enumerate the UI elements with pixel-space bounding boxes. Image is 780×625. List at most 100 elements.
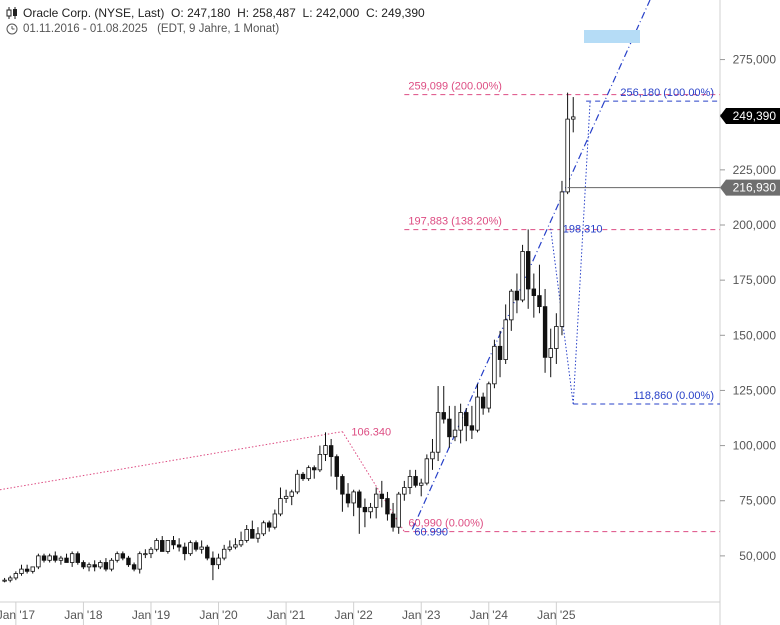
- candle: [98, 560, 103, 570]
- candle: [58, 555, 64, 565]
- last-price-tag-shape: [720, 108, 780, 125]
- candle: [565, 92, 570, 195]
- candle: [64, 553, 69, 563]
- candle: [120, 551, 126, 561]
- candle: [503, 304, 508, 364]
- candle: [188, 540, 193, 556]
- candle: [373, 487, 379, 519]
- candle: [447, 405, 452, 448]
- candle-body: [126, 557, 131, 566]
- candle-body: [199, 546, 204, 550]
- candle: [469, 405, 475, 439]
- candle-body: [475, 396, 480, 431]
- candle-body: [160, 540, 165, 552]
- x-tick-label: Jan '19: [132, 608, 171, 622]
- marker-price-tag-label: 216,930: [733, 181, 777, 195]
- candle-body: [244, 529, 249, 541]
- candle: [109, 558, 114, 572]
- candle-body: [154, 540, 159, 550]
- candle-body: [250, 529, 255, 539]
- candle: [497, 330, 503, 378]
- candle: [103, 558, 109, 572]
- candle-body: [81, 562, 86, 568]
- y-tick-label: 275,000: [733, 53, 777, 67]
- candle: [458, 403, 463, 444]
- candle-body: [520, 251, 525, 301]
- candle-body: [396, 493, 401, 528]
- candle-body: [497, 345, 503, 360]
- candle: [509, 288, 514, 331]
- candle: [413, 469, 418, 488]
- candle-body: [261, 522, 266, 535]
- candle-body: [221, 548, 227, 559]
- candle: [312, 465, 317, 479]
- candle-body: [548, 348, 553, 358]
- candle: [221, 544, 227, 561]
- candle: [407, 469, 413, 495]
- candle-body: [227, 546, 232, 550]
- open-value: 247,180: [187, 6, 231, 20]
- y-tick-label: 150,000: [733, 328, 777, 342]
- target-zone-box: [584, 30, 640, 43]
- candle-body: [58, 557, 64, 561]
- candle-body: [373, 493, 379, 508]
- candlestick-icon[interactable]: [6, 7, 18, 19]
- candle: [69, 551, 75, 567]
- x-tick-label: Jan '20: [199, 608, 238, 622]
- candle: [238, 531, 244, 548]
- candle-body: [323, 445, 328, 455]
- chart-annotations: 106.340 60.990: [351, 30, 640, 539]
- candle-body: [300, 473, 306, 480]
- candle-body: [334, 456, 339, 477]
- low-label: L:: [302, 6, 313, 20]
- candle-body: [340, 476, 345, 495]
- candle: [160, 536, 165, 552]
- candle-body: [503, 319, 508, 360]
- candle-body: [205, 546, 210, 559]
- candle-body: [278, 498, 283, 515]
- candle-body: [216, 557, 221, 566]
- candle-body: [452, 429, 458, 438]
- candle: [300, 472, 306, 481]
- candle-body: [131, 564, 137, 570]
- blue-swing-line-up: [572, 101, 591, 405]
- candle-body: [295, 473, 300, 493]
- candle-body: [542, 306, 548, 358]
- candle: [193, 540, 199, 552]
- candle: [306, 465, 311, 481]
- candle: [148, 547, 154, 559]
- candle-body: [385, 498, 390, 515]
- candle: [419, 478, 424, 497]
- candle: [328, 438, 334, 477]
- candle: [36, 553, 41, 570]
- candle-body: [571, 116, 576, 120]
- candle-body: [289, 491, 294, 497]
- candle-body: [312, 467, 317, 471]
- candle-body: [30, 566, 35, 572]
- candle: [30, 566, 35, 574]
- candle-body: [492, 345, 497, 385]
- candle: [424, 454, 430, 486]
- candle: [137, 551, 142, 574]
- candle: [368, 502, 373, 519]
- candle-body: [413, 476, 418, 486]
- candle: [340, 474, 345, 512]
- candle-body: [267, 522, 272, 528]
- candle: [205, 544, 210, 561]
- candle: [452, 405, 458, 442]
- candle-body: [328, 445, 334, 458]
- candle: [81, 560, 86, 570]
- candle: [514, 273, 520, 314]
- candle-body: [537, 295, 542, 308]
- candle: [92, 560, 97, 572]
- candle-body: [362, 506, 368, 513]
- candle-body: [357, 491, 362, 508]
- candle: [165, 540, 171, 554]
- candle: [126, 555, 131, 567]
- candle-body: [441, 412, 446, 420]
- x-tick-label: Jan '18: [64, 608, 103, 622]
- fib-extension-label: 197,883 (138.20%): [408, 216, 502, 228]
- candle: [283, 489, 289, 503]
- candle-body: [98, 562, 103, 568]
